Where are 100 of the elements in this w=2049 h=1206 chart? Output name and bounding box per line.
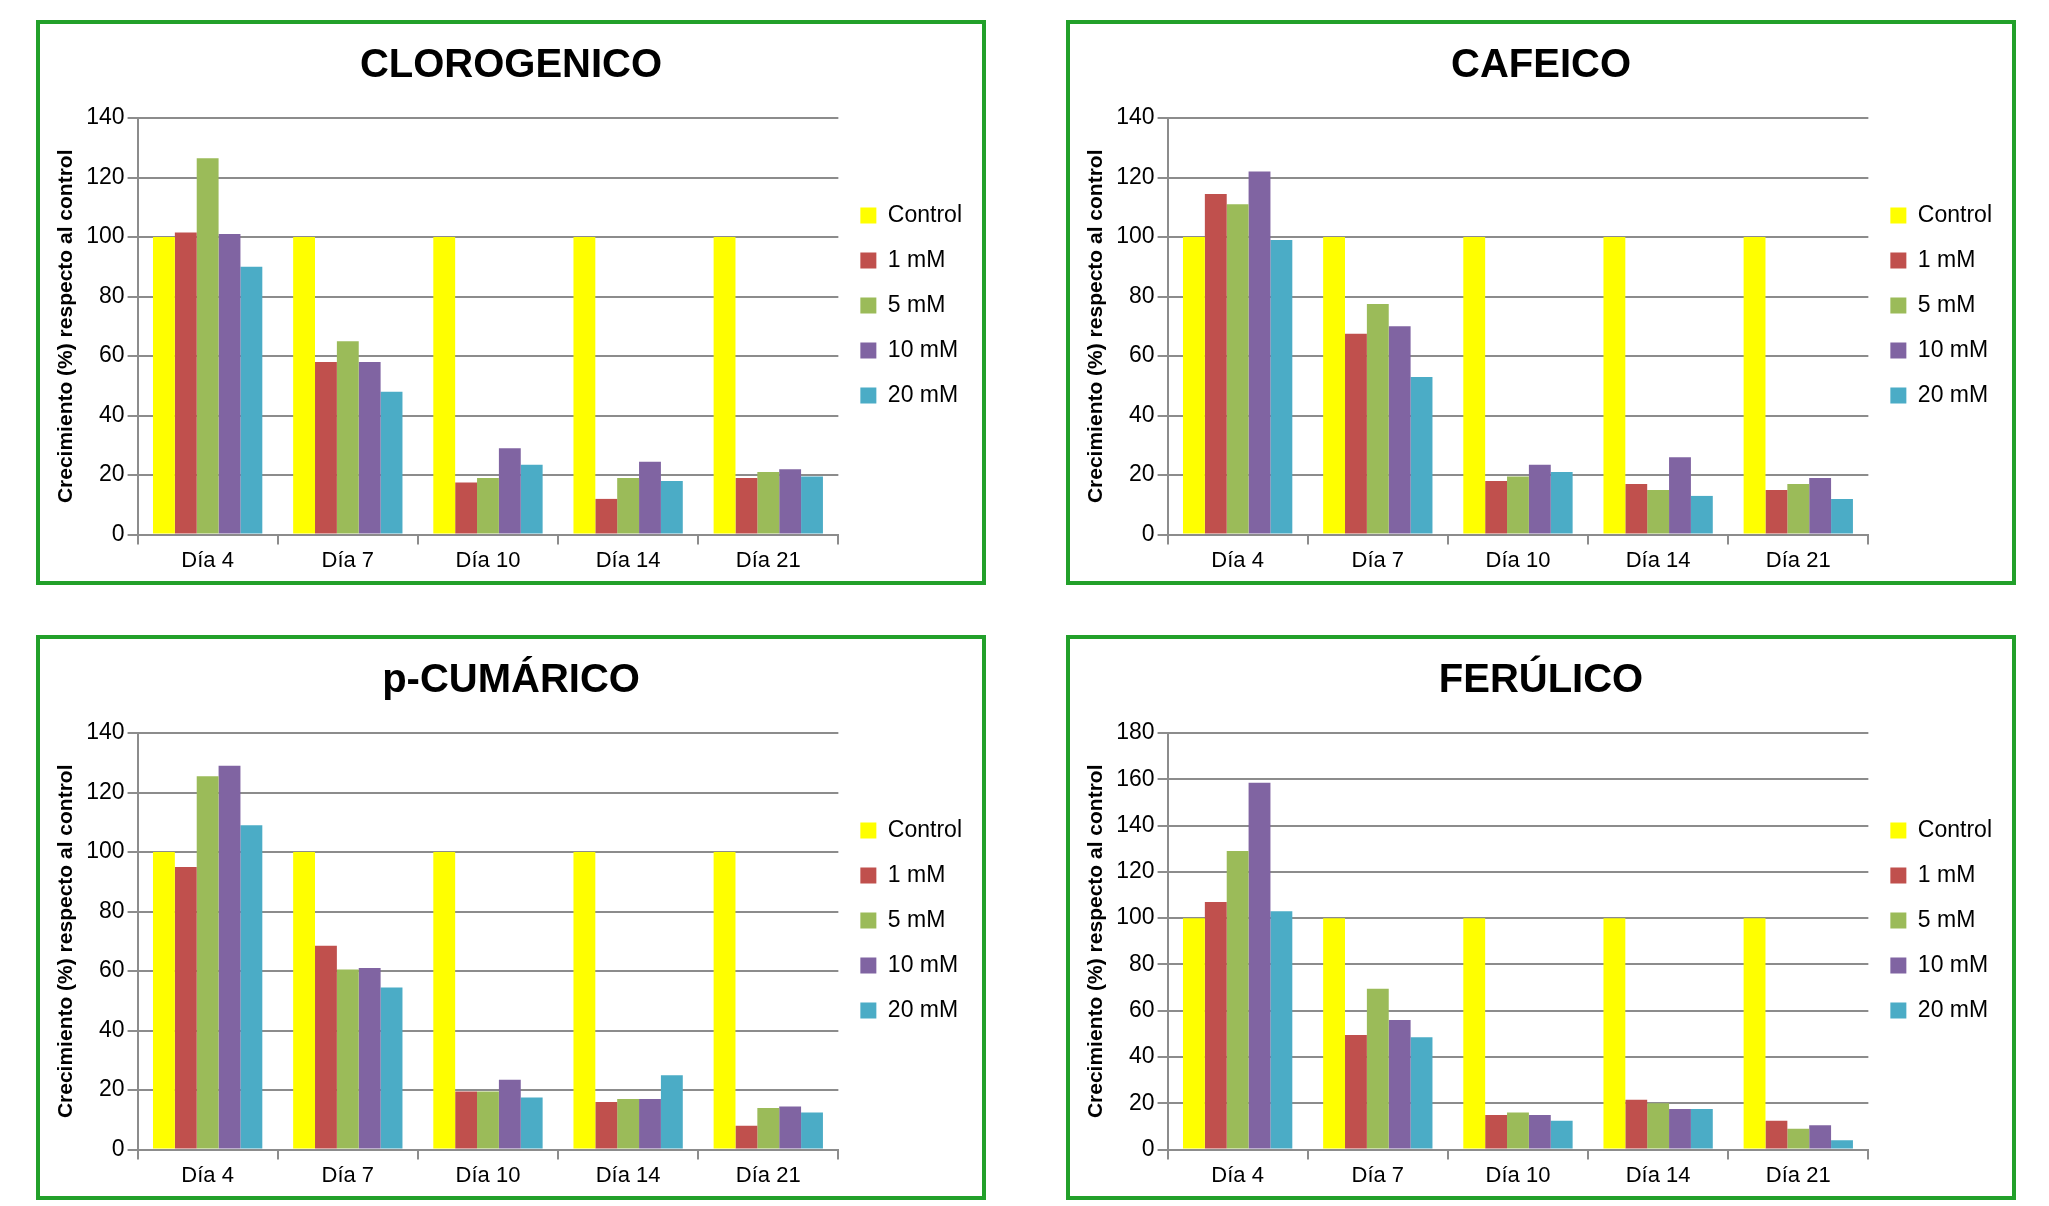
bar [1550,472,1573,534]
legend-label: 1 mM [887,245,946,272]
bar [1831,498,1853,534]
bar [1743,237,1766,534]
y-tick-label: 60 [1128,341,1155,368]
bar [1765,489,1788,534]
bar [1603,237,1626,534]
x-tick-label: Día 4 [1211,1161,1264,1187]
y-tick-label: 120 [86,777,125,804]
y-tick-label: 140 [86,103,125,130]
x-tick-label: Día 4 [181,546,234,572]
bar [1625,1099,1648,1149]
legend-label: 5 mM [1917,905,1976,932]
bar [1528,1114,1551,1149]
y-tick-label: 40 [1128,1042,1155,1069]
bar [1388,1019,1411,1149]
bar [174,866,197,1149]
bar [218,765,241,1149]
x-tick-label: Día 10 [455,1161,521,1187]
bar [1248,171,1271,534]
bar [380,987,403,1149]
bar [240,825,263,1149]
bar [433,852,456,1149]
y-tick-label: 120 [1116,857,1155,884]
bar [639,1099,661,1149]
bar [1669,1109,1691,1149]
bar [1743,918,1766,1149]
y-tick-label: 0 [1141,1134,1155,1161]
bar [380,391,403,534]
y-tick-label: 120 [86,162,125,189]
bar [477,478,499,534]
bar [735,1125,758,1149]
bar [293,852,316,1149]
legend-label: 10 mM [1917,335,1989,362]
y-tick-label: 40 [98,1015,125,1042]
y-tick-label: 140 [1116,103,1155,130]
chart-title: CAFEICO [1451,41,1631,86]
x-tick-label: Día 14 [1625,1161,1691,1187]
bar [1182,237,1205,534]
legend-label: 1 mM [1917,860,1976,887]
bar [455,1091,478,1149]
y-axis-title: Crecimiento (%) respecto al control [53,149,77,504]
bar [174,232,197,534]
y-tick-label: 100 [1116,222,1155,249]
bar [1270,240,1293,534]
x-tick-label: Día 7 [1351,1161,1405,1187]
y-tick-label: 0 [1141,519,1155,546]
legend-label: 20 mM [887,380,959,407]
chart-title: CLOROGENICO [359,41,663,86]
legend-label: 1 mM [1917,245,1976,272]
bar [713,237,736,534]
bar [240,266,263,534]
bar [152,237,175,534]
y-tick-label: 140 [1116,810,1155,837]
legend-label: 10 mM [887,950,959,977]
bar [713,852,736,1149]
bar [1366,988,1389,1149]
x-tick-label: Día 10 [1485,546,1551,572]
bar [336,341,359,534]
x-tick-label: Día 7 [321,546,375,572]
bar [1345,1035,1367,1149]
bar [1669,457,1691,534]
bar [1366,303,1389,534]
y-tick-label: 0 [111,1134,125,1161]
bar [1690,495,1713,534]
bar [1507,1112,1529,1149]
y-tick-label: 100 [86,222,125,249]
y-tick-label: 80 [98,281,125,308]
bar [520,464,543,534]
legend-label: Control [1917,815,1993,842]
bar [358,362,381,534]
y-tick-label: 60 [98,341,125,368]
bar [1603,918,1626,1149]
x-tick-label: Día 4 [181,1161,234,1187]
x-tick-label: Día 21 [1765,1161,1831,1187]
bar [1507,476,1529,534]
bar [1809,1125,1832,1149]
bar [293,237,316,534]
y-tick-label: 40 [98,400,125,427]
bar [336,969,359,1149]
legend-label: 10 mM [1917,950,1989,977]
legend-label: 5 mM [1917,290,1976,317]
bar [196,776,219,1149]
bar [1528,464,1551,534]
bar [617,478,640,534]
y-tick-label: 60 [98,956,125,983]
y-tick-label: 20 [98,460,125,487]
bar [1270,911,1293,1149]
bar [779,469,802,534]
y-tick-label: 120 [1116,162,1155,189]
y-tick-label: 60 [1128,996,1155,1023]
bar [1787,1128,1810,1149]
bar [1204,193,1227,534]
bar [801,1112,823,1149]
y-tick-label: 0 [111,519,125,546]
bar [520,1097,543,1149]
y-tick-label: 20 [98,1075,125,1102]
y-tick-label: 180 [1116,718,1155,745]
x-tick-label: Día 14 [595,1161,661,1187]
legend-label: 20 mM [887,995,959,1022]
